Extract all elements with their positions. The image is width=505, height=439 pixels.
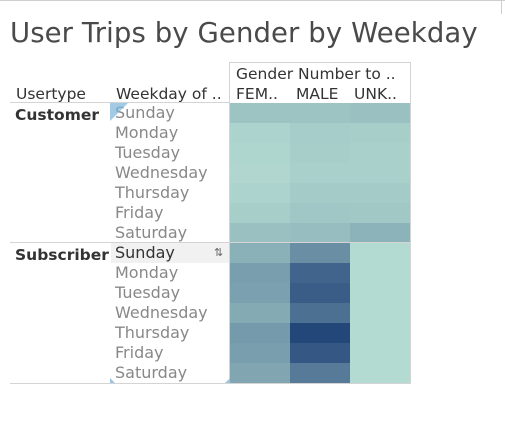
weekday-label-monday[interactable]: Monday (115, 123, 179, 142)
heatmap-cell[interactable] (350, 303, 410, 323)
weekday-label-sunday[interactable]: Sunday (115, 103, 175, 122)
weekday-label-monday[interactable]: Monday (115, 263, 179, 282)
heatmap-cell[interactable] (230, 123, 290, 143)
weekday-label-wednesday[interactable]: Wednesday (115, 163, 208, 182)
heatmap-cell[interactable] (230, 243, 290, 263)
top-border-end (501, 0, 502, 14)
group-divider (10, 242, 410, 243)
heatmap-cell[interactable] (290, 283, 350, 303)
heatmap-cell[interactable] (230, 163, 290, 183)
usertype-header[interactable]: Usertype (16, 85, 86, 103)
heatmap-cell[interactable] (290, 143, 350, 163)
usertype-label-subscriber[interactable]: Subscriber (15, 246, 109, 264)
gender-col-female[interactable]: FEM.. (236, 85, 278, 103)
heatmap-cell[interactable] (290, 203, 350, 223)
gender-header[interactable]: Gender Number to .. (236, 65, 396, 83)
heatmap-cell[interactable] (350, 183, 410, 203)
top-border (0, 0, 505, 1)
heatmap-cell[interactable] (290, 103, 350, 123)
heatmap-cell[interactable] (230, 363, 290, 383)
selection-corner-marker (110, 103, 128, 121)
heatmap-cell[interactable] (230, 283, 290, 303)
heatmap-cell[interactable] (290, 163, 350, 183)
selected-row-highlight (111, 243, 229, 263)
heatmap-cell[interactable] (290, 323, 350, 343)
header-top-line (229, 62, 411, 63)
heatmap-cell[interactable] (230, 223, 290, 243)
weekday-label-tuesday[interactable]: Tuesday (115, 143, 181, 162)
heatmap-cell[interactable] (290, 243, 350, 263)
weekday-label-tuesday[interactable]: Tuesday (115, 283, 181, 302)
weekday-label-saturday[interactable]: Saturday (115, 223, 188, 242)
heatmap-cell[interactable] (350, 103, 410, 123)
heatmap-cell[interactable] (350, 163, 410, 183)
heatmap-cell[interactable] (350, 243, 410, 263)
weekday-header[interactable]: Weekday of .. (116, 85, 222, 103)
selection-corner-marker (225, 378, 230, 383)
weekday-label-wednesday[interactable]: Wednesday (115, 303, 208, 322)
heatmap-cell[interactable] (230, 203, 290, 223)
gender-col-male[interactable]: MALE (296, 85, 339, 103)
heatmap-cell[interactable] (350, 143, 410, 163)
heatmap-cell[interactable] (290, 223, 350, 243)
heatmap-cell[interactable] (350, 363, 410, 383)
chart-title: User Trips by Gender by Weekday (10, 17, 478, 49)
weekday-label-thursday[interactable]: Thursday (115, 323, 190, 342)
heatmap-cell[interactable] (290, 263, 350, 283)
heatmap-cell[interactable] (230, 343, 290, 363)
weekday-label-sunday[interactable]: Sunday (115, 243, 175, 262)
heatmap-cell[interactable] (350, 223, 410, 243)
usertype-label-customer[interactable]: Customer (15, 106, 100, 124)
heatmap-cell[interactable] (350, 123, 410, 143)
row-header-divider (229, 63, 230, 383)
weekday-label-friday[interactable]: Friday (115, 203, 164, 222)
heatmap-cell[interactable] (290, 363, 350, 383)
weekday-label-saturday[interactable]: Saturday (115, 363, 188, 382)
header-bottom-line (10, 102, 230, 103)
heatmap-cell[interactable] (350, 323, 410, 343)
heatmap-cell[interactable] (290, 303, 350, 323)
heatmap-cell[interactable] (230, 143, 290, 163)
heatmap-cell[interactable] (350, 203, 410, 223)
heatmap-cell[interactable] (230, 323, 290, 343)
heatmap-cell[interactable] (290, 123, 350, 143)
sort-icon[interactable]: ⇅ (214, 246, 224, 259)
bottom-line (10, 383, 411, 384)
heatmap-cell[interactable] (290, 343, 350, 363)
gender-col-unknown[interactable]: UNK.. (354, 85, 397, 103)
right-border (410, 63, 411, 383)
heatmap-cell[interactable] (230, 263, 290, 283)
heatmap-cell[interactable] (230, 303, 290, 323)
heatmap-cell[interactable] (350, 263, 410, 283)
heatmap-cell[interactable] (230, 103, 290, 123)
selection-corner-marker (110, 378, 115, 383)
heatmap-cell[interactable] (290, 183, 350, 203)
heatmap-cell[interactable] (350, 343, 410, 363)
weekday-label-thursday[interactable]: Thursday (115, 183, 190, 202)
weekday-label-friday[interactable]: Friday (115, 343, 164, 362)
heatmap-cell[interactable] (350, 283, 410, 303)
heatmap-cell[interactable] (230, 183, 290, 203)
